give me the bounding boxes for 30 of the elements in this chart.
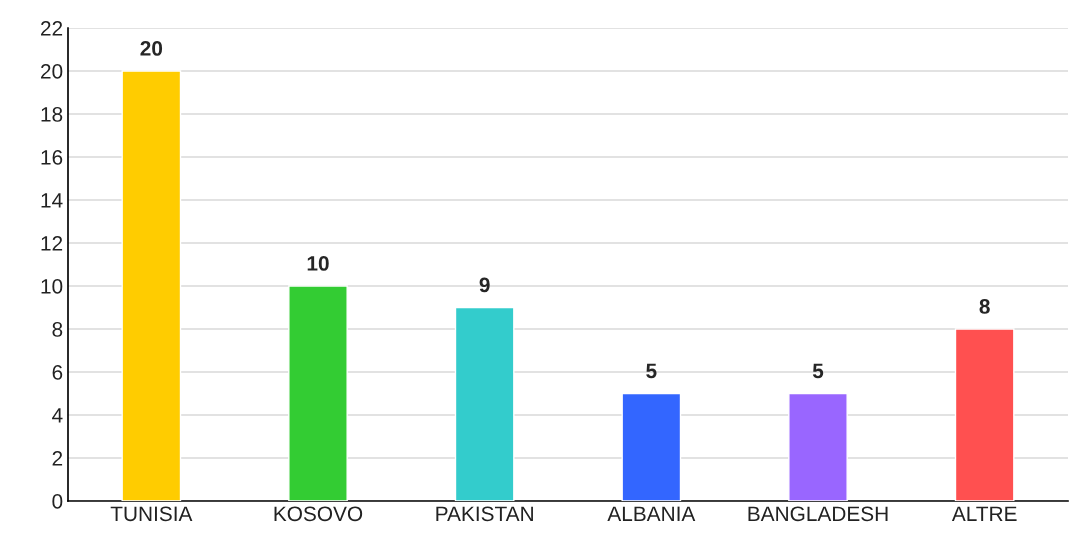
bar — [788, 392, 848, 501]
data-label: 20 — [140, 41, 163, 56]
x-tick-label: KOSOVO — [274, 506, 363, 522]
y-tick-label: 18 — [41, 107, 63, 122]
y-tick-label: 4 — [52, 408, 63, 423]
bar — [954, 328, 1015, 501]
data-label: 9 — [479, 277, 490, 293]
x-tick-label: BANGLADESH — [748, 506, 888, 522]
y-tick-label: 20 — [41, 64, 63, 79]
data-label: 5 — [646, 363, 657, 379]
data-label: 10 — [307, 256, 329, 271]
x-tick-label: ALBANIA — [607, 506, 696, 521]
y-tick-label: 0 — [52, 494, 63, 509]
bar — [621, 392, 682, 501]
y-tick-label: 8 — [52, 322, 63, 337]
x-tick-label: TUNISIA — [110, 506, 193, 522]
x-tick-label: PAKISTAN — [436, 506, 533, 522]
data-label: 5 — [812, 363, 824, 379]
data-label: 8 — [979, 299, 990, 314]
bar — [121, 70, 182, 501]
y-tick-label: 2 — [52, 451, 63, 466]
bar — [288, 285, 348, 501]
y-tick-label: 6 — [52, 365, 63, 380]
y-tick-label: 10 — [41, 279, 63, 294]
y-tick-label: 22 — [41, 21, 63, 36]
y-tick-label: 16 — [41, 150, 63, 165]
x-tick-label: ALTRE — [951, 506, 1017, 521]
y-tick-label: 12 — [41, 236, 63, 251]
bar — [454, 306, 515, 501]
y-tick-label: 14 — [41, 193, 63, 208]
